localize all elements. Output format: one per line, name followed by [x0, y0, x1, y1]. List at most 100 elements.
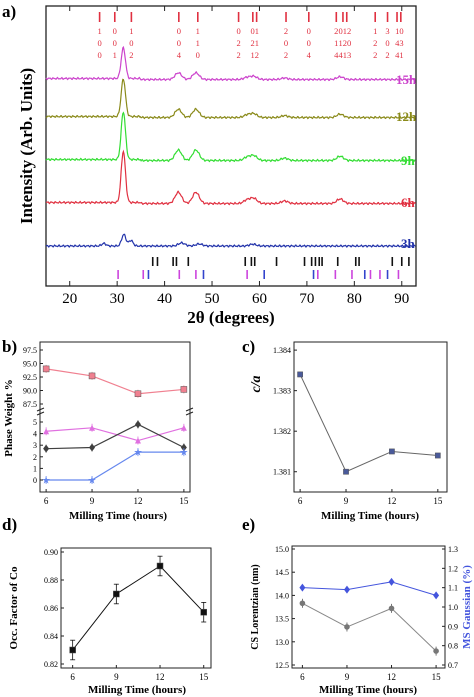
panel-b-ylabel: Phase Weight % [3, 379, 15, 456]
panel-b-frame [39, 341, 191, 493]
hkl-label: 2 [284, 50, 288, 60]
panel-e-xlabel: Milling Time (hours) [319, 684, 417, 696]
data-point [434, 452, 441, 459]
hkl-label: 0 [284, 38, 288, 48]
panel-a-x-ticks: 20 30 40 50 60 70 80 90 [62, 6, 409, 307]
hkl-label: 0 [113, 26, 117, 36]
series-label-3h: 3h [401, 236, 416, 251]
y-tick-label: 90.0 [23, 387, 37, 396]
y-tick-label: 95.0 [23, 360, 37, 369]
series-label-15h: 15h [396, 72, 417, 87]
y-tick-label-left: 12.5 [275, 661, 289, 670]
hkl-label: 2 [284, 26, 288, 36]
hkl-label: 1 [196, 26, 200, 36]
panel-e-ylabel-left: CS Lorentzian (nm) [250, 564, 261, 649]
hkl-label: 12 [250, 50, 259, 60]
x-tick-label: 6 [70, 672, 75, 682]
data-point [88, 372, 96, 380]
data-point [69, 646, 76, 654]
y-tick-label-left: 15.0 [275, 545, 289, 554]
panel-a: a) Intensity (Arb. Units) 2θ (degrees) 2… [2, 2, 417, 327]
x-tick-label: 20 [62, 291, 77, 307]
panel-c-frame [293, 341, 448, 493]
panel-d-ylabel: Occ. Factor of Co [8, 566, 20, 649]
y-tick-label: 1.382 [273, 427, 291, 436]
hkl-label: 0 [177, 26, 181, 36]
x-tick-label: 80 [347, 291, 362, 307]
y-tick-label: 0.90 [44, 548, 58, 557]
series-label-6h: 6h [401, 195, 416, 210]
cs-lorentzian-line [302, 602, 437, 652]
panel-b-xlabel: Milling Time (hours) [69, 510, 167, 522]
y-tick-label-left: 13.5 [275, 615, 289, 624]
x-tick-label: 6 [44, 496, 49, 506]
panel-c-ylabel: c/a [249, 375, 264, 392]
xrd-curve-9h [45, 111, 416, 163]
hkl-label: 01 [250, 26, 259, 36]
panel-a-curves [45, 45, 416, 248]
data-point: ★ [42, 476, 51, 487]
data-point: ★ [88, 476, 97, 487]
hkl-label: 21 [250, 38, 259, 48]
data-point [43, 428, 50, 435]
hkl-label: 1 [97, 26, 101, 36]
data-point [134, 437, 141, 444]
hkl-label: 1 [129, 26, 133, 36]
y-tick-label: 1 [33, 464, 37, 473]
x-tick-label: 9 [345, 672, 350, 682]
panel-d: d) Occ. Factor of Co Milling Time (hours… [2, 515, 212, 696]
series-line [299, 374, 438, 473]
y-tick-label: 97.5 [23, 346, 37, 355]
data-point [180, 424, 187, 431]
y-tick-label-left: 14.0 [275, 591, 289, 600]
hkl-label: 0 [307, 38, 311, 48]
hkl-label: 2 [334, 26, 338, 36]
data-point [389, 448, 395, 455]
hkl-label: 4 [177, 50, 182, 60]
panel-d-label: d) [2, 515, 17, 534]
hkl-label: 3 [385, 26, 389, 36]
panel-e-frame [291, 545, 446, 669]
y-tick-label: 2 [33, 453, 37, 462]
panel-a-frame [45, 5, 417, 287]
x-tick-label: 9 [344, 496, 349, 506]
hkl-label: 2 [236, 38, 240, 48]
panel-c: c) c/a Milling Time (hours) 6 9 12 15 1.381 1… [242, 337, 448, 522]
y-tick-label: 92.5 [23, 373, 37, 382]
data-point: ★ [133, 448, 142, 459]
y-tick-label: 5 [33, 418, 37, 427]
hkl-label: 10 [395, 26, 404, 36]
y-tick-label-right: 0.7 [448, 661, 458, 670]
hkl-label: 41 [395, 50, 404, 60]
hkl-label: 0 [97, 38, 101, 48]
cs-data-point [388, 605, 395, 612]
xrd-curve-12h [45, 78, 416, 120]
data-point [180, 386, 188, 393]
panel-e-ylabel-right: MS Gaussian (%) [461, 565, 473, 649]
xrd-curve-3h [45, 233, 416, 248]
x-tick-label: 15 [179, 496, 189, 506]
x-tick-label: 15 [433, 496, 443, 506]
y-tick-label-left: 13.0 [275, 638, 289, 647]
data-point [180, 443, 187, 452]
y-tick-label: 1.384 [273, 346, 291, 355]
panel-d-plot: 6 9 12 15 0.82 0.84 0.86 0.88 0.90 [44, 548, 209, 682]
y-tick-label: 87.5 [23, 400, 37, 409]
hkl-label: 4 [307, 50, 312, 60]
x-tick-label: 12 [387, 672, 396, 682]
y-tick-label: 1.381 [273, 468, 291, 477]
cs-data-point [344, 624, 350, 630]
hkl-label: 0 [385, 38, 389, 48]
y-tick-label: 1.383 [273, 387, 291, 396]
series-line [46, 451, 184, 481]
hkl-label: 0 [113, 38, 117, 48]
x-tick-label: 30 [110, 291, 125, 307]
panel-a-ylabel: Intensity (Arb. Units) [17, 68, 36, 224]
cs-data-point [433, 648, 439, 654]
ms-data-point [388, 577, 395, 586]
x-tick-label: 9 [114, 672, 119, 682]
axis-break [185, 411, 194, 416]
hkl-label: 1 [196, 38, 200, 48]
y-tick-label: 0.86 [44, 604, 58, 613]
